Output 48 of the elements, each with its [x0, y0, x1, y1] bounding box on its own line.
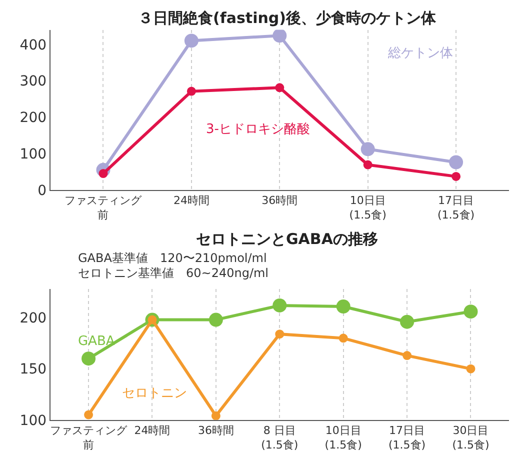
y-tick-label: 100 [20, 412, 47, 429]
point [464, 304, 478, 319]
y-tick-label: 200 [20, 310, 47, 327]
point [360, 142, 375, 156]
point [184, 34, 198, 48]
series-label: GABA [78, 334, 115, 349]
point [400, 314, 414, 329]
x-tick-label: ファスティング前 [50, 424, 128, 452]
x-tick-label: 17日目 (1.5食) [438, 194, 475, 222]
y-tick-label: 200 [20, 110, 47, 126]
x-tick-label: 10日目 (1.5食) [324, 424, 362, 452]
x-tick-label: 24時間 [173, 194, 210, 208]
y-tick-label: 0 [38, 182, 47, 199]
x-tick-label: 17日目 (1.5食) [388, 424, 426, 452]
point [208, 312, 223, 327]
series-label: セロトニン [122, 386, 187, 401]
point [84, 410, 94, 420]
text: セロトニン基準値 60~240ng/ml [78, 266, 269, 280]
point [186, 86, 196, 96]
point [452, 172, 461, 181]
x-tick-label: 36時間 [198, 424, 234, 438]
x-tick-label: 24時間 [134, 424, 170, 438]
x-tick-label: 30日目 (1.5食) [452, 424, 490, 452]
point [449, 155, 464, 170]
point [402, 351, 412, 360]
chart-title: セロトニンとGABAの推移 [196, 230, 378, 248]
point [275, 330, 284, 339]
text: GABA基準値 120〜210pmol/ml [78, 251, 267, 265]
point [275, 83, 284, 92]
y-tick-label: 150 [20, 362, 47, 378]
x-tick-label: 36時間 [262, 194, 298, 208]
point [466, 364, 476, 374]
point [338, 334, 348, 343]
y-tick-label: 400 [20, 37, 47, 54]
point [82, 352, 96, 366]
y-tick-label: 100 [20, 146, 47, 162]
point [272, 30, 287, 43]
x-tick-label: 8 日目 (1.5食) [261, 424, 298, 452]
point [363, 160, 372, 170]
series-label: 3-ヒドロキシ酪酸 [206, 122, 310, 137]
point [272, 298, 287, 312]
y-tick-label: 300 [20, 74, 47, 90]
point [211, 411, 220, 420]
chart-title: ３日間絶食(fasting)後、少食時のケトン体 [138, 9, 438, 27]
text: 総ケトン体 [387, 46, 453, 61]
x-tick-label: 10日目 (1.5食) [349, 194, 386, 222]
point [336, 300, 350, 314]
x-tick-label: ファスティング前 [64, 194, 143, 222]
